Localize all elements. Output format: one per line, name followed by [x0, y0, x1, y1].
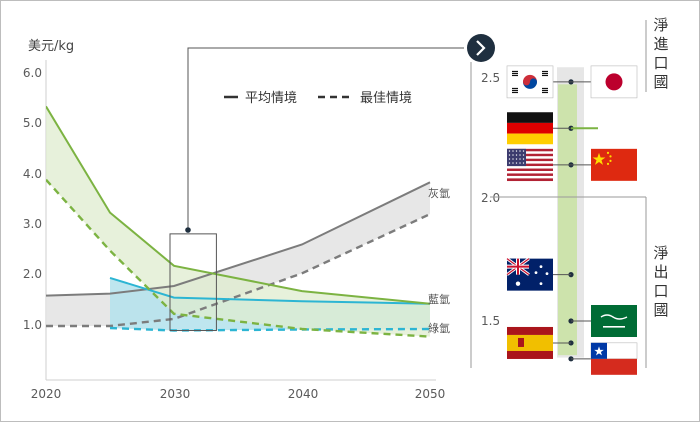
callout-connector: [187, 47, 464, 230]
best-scenario-line: [46, 213, 431, 328]
average-scenario-line: [46, 105, 431, 305]
china-flag: [591, 148, 637, 181]
country-flags: [506, 65, 638, 375]
scenario-lines: [46, 105, 431, 338]
usa-flag: [507, 148, 553, 182]
best-scenario-line: [46, 178, 431, 338]
saudi-arabia-flag: [591, 305, 637, 337]
series-label-green-hydrogen: 綠氫: [428, 321, 450, 335]
series-label-grey-hydrogen: 灰氫: [428, 186, 450, 200]
callout: [169, 34, 495, 332]
australia-flag: [506, 257, 553, 291]
legend-average-label: 平均情境: [245, 91, 297, 106]
x-tick-label: 2020: [31, 387, 62, 401]
right-y-tick-label: 2.5: [481, 71, 500, 85]
y-tick-label: 1.0: [23, 318, 42, 332]
germany-flag: [507, 112, 553, 145]
range-band-highlight: [558, 84, 577, 356]
right-y-tick-label: 1.5: [481, 314, 500, 328]
right-y-tick-label: 2.0: [481, 191, 500, 205]
average-scenario-line: [46, 181, 431, 297]
chevron-right-icon[interactable]: [467, 34, 495, 62]
left-y-axis: 美元/kg 6.0 5.0 4.0 3.0 2.0 1.0 2020 2030 …: [23, 39, 445, 401]
export-countries-label: 淨出口國: [653, 244, 668, 319]
japan-flag: [590, 65, 638, 99]
y-tick-label: 5.0: [23, 116, 42, 130]
series-label-blue-hydrogen: 藍氫: [428, 292, 450, 306]
x-tick-label: 2040: [288, 387, 319, 401]
south-korea-flag: [506, 65, 554, 99]
y-tick-label: 2.0: [23, 267, 42, 281]
x-tick-label: 2050: [415, 387, 446, 401]
best-scenario-line: [109, 326, 431, 332]
annotation-box: [169, 233, 217, 332]
x-tick-label: 2030: [160, 387, 191, 401]
y-tick-label: 3.0: [23, 217, 42, 231]
spain-flag: [507, 326, 553, 359]
y-tick-label: 6.0: [23, 66, 42, 80]
legend: 平均情境 最佳情境: [224, 91, 412, 106]
callout-dot: [185, 227, 191, 233]
legend-best-label: 最佳情境: [360, 91, 412, 106]
import-countries-label: 淨進口國: [653, 16, 668, 91]
average-scenario-line: [109, 276, 431, 305]
chile-flag: [590, 342, 638, 375]
y-axis-unit-label: 美元/kg: [28, 39, 74, 54]
y-tick-label: 4.0: [23, 167, 42, 181]
flag-connectors: [553, 79, 598, 362]
scenario-band: [46, 106, 430, 337]
